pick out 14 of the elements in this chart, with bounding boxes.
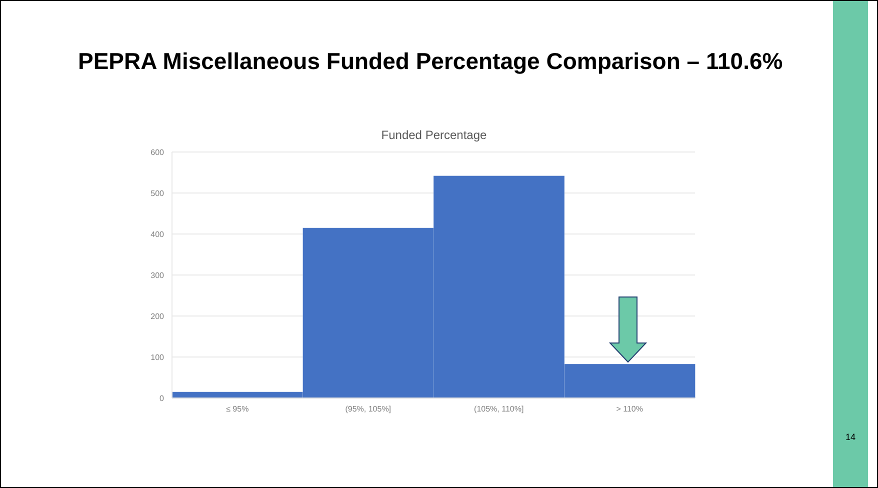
- x-tick-label: (105%, 110%]: [474, 404, 524, 414]
- chart-title: PEPRA Miscellaneous Funded Percentage Comparison – 110.6%: [78, 47, 784, 76]
- y-tick-label: 100: [150, 352, 165, 362]
- y-tick-label: 500: [150, 188, 165, 198]
- y-tick-label: 600: [150, 148, 165, 157]
- y-tick-label: 0: [160, 394, 165, 403]
- x-tick-label: > 110%: [616, 404, 644, 414]
- y-tick-label: 300: [150, 270, 165, 280]
- x-tick-label: (95%, 105%]: [345, 404, 392, 414]
- chart-subtitle: Funded Percentage: [380, 128, 488, 142]
- text: 14: [844, 432, 856, 442]
- x-tick-label: ≤ 95%: [226, 404, 249, 414]
- y-tick-label: 200: [150, 312, 165, 321]
- y-tick-label: 400: [150, 230, 165, 239]
